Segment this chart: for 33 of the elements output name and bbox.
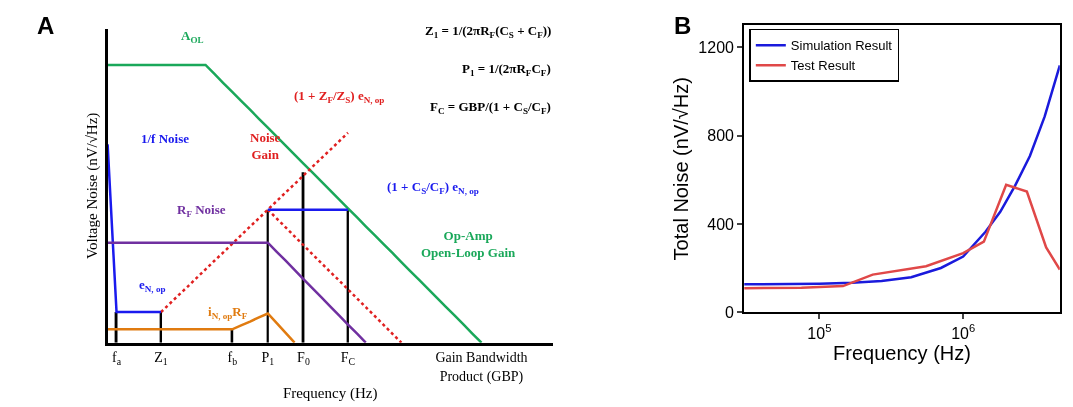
annotation: R$_{F}$ Noise bbox=[177, 202, 226, 219]
x-tick-label: 10$^{5}$ bbox=[807, 321, 832, 342]
y-tick-label: 400 bbox=[707, 215, 735, 233]
text: A$_{OL}$ bbox=[181, 28, 204, 45]
x-tick-label: F$_{C}$ bbox=[340, 350, 356, 368]
annotation: e$_{N, op}$ bbox=[139, 277, 166, 294]
annotation: i$_{N, op}$R$_{F}$ bbox=[208, 304, 248, 321]
x-tick-label: F$_{0}$ bbox=[297, 350, 310, 368]
annotation: 1/f Noise bbox=[141, 131, 190, 146]
x-axis-title: Frequency (Hz) bbox=[833, 341, 971, 364]
annotation: P$_{1}$ = 1/(2πR$_{F}$C$_{F}$) bbox=[462, 61, 551, 78]
annotation: Noise Gain bbox=[250, 130, 281, 162]
x-tick-label: f$_{a}$ bbox=[112, 350, 122, 368]
annotation: F$_{C}$ = GBP/(1 + C$_{S}$/C$_{F}$) bbox=[430, 99, 551, 116]
y-axis-title: Total Noise (nV/√Hz) bbox=[670, 77, 693, 261]
x-axis-title: Frequency (Hz) bbox=[282, 384, 378, 402]
x-tick-label: f$_{b}$ bbox=[227, 350, 238, 368]
y-tick-label: 0 bbox=[725, 304, 735, 321]
x-tick-label: P$_{1}$ bbox=[261, 350, 275, 368]
x-tick-label: 10$^{6}$ bbox=[951, 321, 976, 342]
annotation: (1 + Z$_{F}$/Z$_{S}$) e$_{N, op}$ bbox=[294, 88, 385, 105]
chart-title: A bbox=[37, 12, 55, 39]
chart-title: B bbox=[674, 12, 692, 39]
legend-label: Test Result bbox=[790, 58, 856, 74]
x-tick-label: Gain Bandwidth Product (GBP) bbox=[435, 350, 528, 385]
y-tick-label: 1200 bbox=[698, 38, 735, 56]
annotation: (1 + C$_{S}$/C$_{F}$) e$_{N, op}$ bbox=[387, 179, 479, 196]
x-tick-label: Z$_{1}$ bbox=[154, 350, 168, 368]
y-axis-title: Voltage Noise (nV/√Hz) bbox=[83, 112, 101, 259]
annotation: Op-Amp Open-Loop Gain bbox=[421, 228, 517, 260]
text: Z$_{1}$ = 1/(2πR$_{F}$(C$_{S}$ + C$_{F}$)) bbox=[425, 23, 552, 40]
y-tick-label: 800 bbox=[707, 127, 735, 145]
legend-label: Simulation Result bbox=[790, 38, 893, 54]
